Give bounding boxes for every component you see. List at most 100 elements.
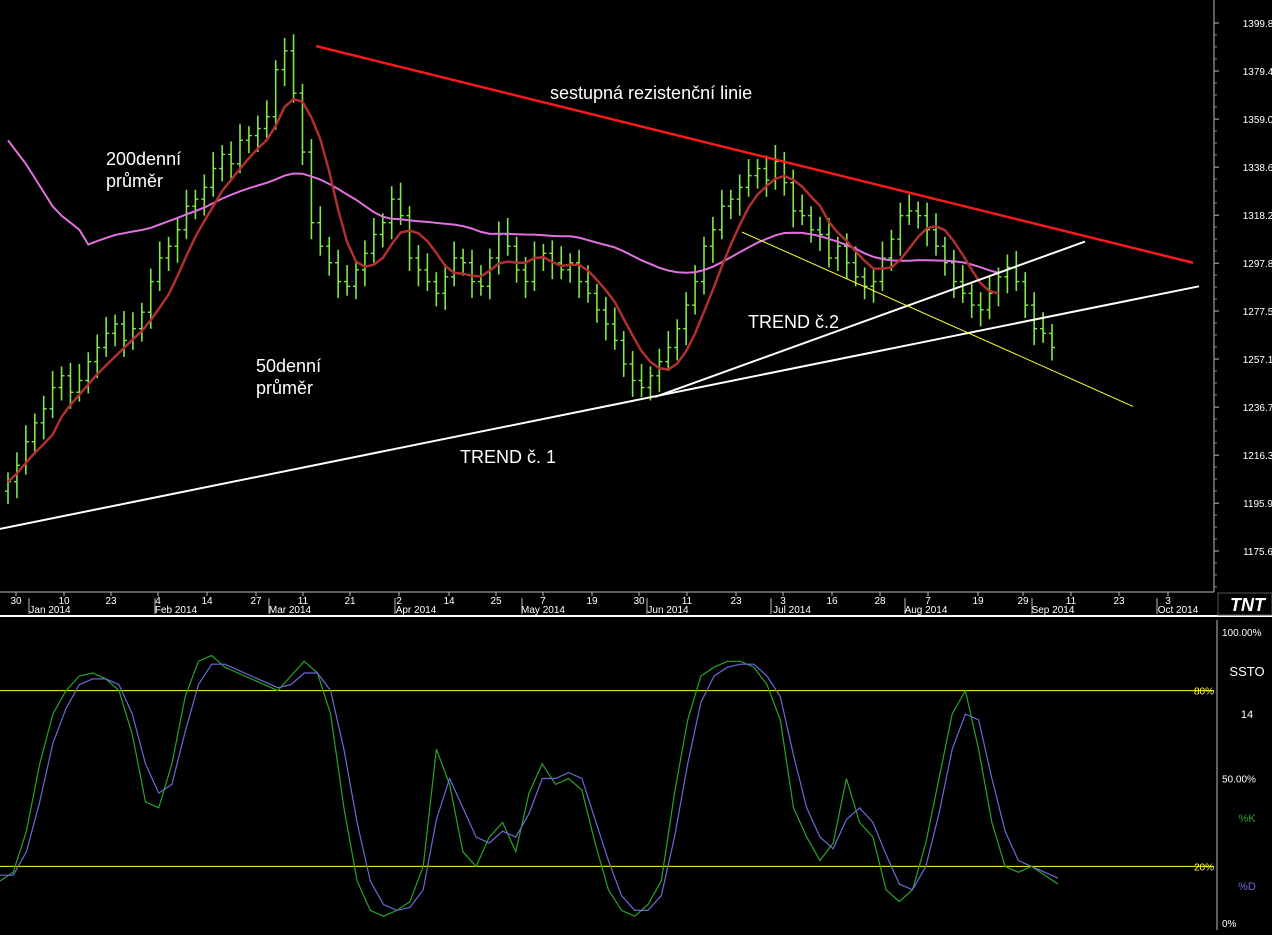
ohlc-bar [727, 189, 734, 220]
ohlc-bar [281, 37, 288, 87]
ohlc-bar [67, 362, 74, 409]
price-tick-label: 1359.0 [1243, 115, 1272, 126]
ohlc-bar [665, 331, 672, 372]
ohlc-bar [477, 265, 484, 296]
stoch-axis-label: 20% [1194, 862, 1214, 873]
stoch-axis-label: 0% [1222, 919, 1237, 930]
ohlc-bar [112, 314, 119, 347]
ohlc-bar [361, 240, 368, 287]
price-tick-label: 1318.2 [1243, 211, 1272, 222]
ma50-line [7, 97, 999, 483]
ohlc-bar [58, 366, 65, 401]
ohlc-bar [888, 229, 895, 271]
stochastic-name: SSTO [1229, 664, 1264, 679]
ma200-label-line2: průměr [106, 171, 163, 191]
month-label: Jul 2014 [773, 605, 811, 616]
ohlc-bar [745, 159, 752, 197]
ohlc-bar [31, 413, 38, 455]
ohlc-bar [335, 249, 342, 299]
ohlc-bar [513, 236, 520, 283]
price-tick-label: 1379.4 [1243, 67, 1272, 78]
ohlc-bar [138, 302, 145, 342]
day-tick-label: 29 [1017, 596, 1029, 607]
month-label: Aug 2014 [905, 605, 948, 616]
day-tick-label: 11 [1066, 596, 1077, 607]
day-tick-label: 19 [586, 596, 598, 607]
ohlc-bar [1004, 254, 1011, 294]
trend1-line [0, 285, 1200, 530]
ohlc-bar [228, 141, 235, 181]
ohlc-bar [469, 249, 475, 299]
ohlc-bar [103, 316, 110, 357]
day-tick-label: 27 [250, 596, 262, 607]
time-axis-bg [0, 592, 1214, 616]
month-label: Jun 2014 [647, 605, 689, 616]
ohlc-bar [611, 307, 618, 350]
ohlc-bar [701, 236, 707, 295]
ohlc-bar [451, 241, 458, 287]
month-label: Apr 2014 [396, 605, 437, 616]
ohlc-bar [647, 366, 654, 401]
ohlc-bar [85, 352, 92, 394]
day-tick-label: 14 [443, 596, 455, 607]
ma200-line [7, 139, 999, 274]
ohlc-bar [272, 60, 279, 130]
day-tick-label: 30 [633, 596, 645, 607]
day-tick-label: 4 [155, 596, 161, 607]
ohlc-bar [674, 319, 681, 361]
resistance-line [315, 44, 1194, 264]
ohlc-bar [933, 213, 939, 256]
stoch-k-line [0, 654, 1059, 917]
price-tick-label: 1216.3 [1243, 451, 1272, 462]
day-tick-label: 14 [201, 596, 213, 607]
trend1-label: TREND č. 1 [460, 447, 556, 467]
ohlc-bar [388, 186, 395, 240]
ohlc-bar [370, 217, 377, 263]
price-tick-label: 1257.1 [1243, 355, 1272, 366]
resistance-label: sestupná rezistenční linie [550, 83, 752, 103]
ohlc-bar [263, 100, 270, 138]
ohlc-bar [156, 241, 163, 292]
ohlc-bar [192, 189, 199, 220]
price-tick-label: 1236.7 [1243, 403, 1272, 414]
ohlc-bar [49, 371, 56, 419]
price-tick-label: 1195.9 [1243, 499, 1272, 510]
ohlc-bar [317, 206, 324, 256]
ma50-label-line2: průměr [256, 378, 313, 398]
ohlc-bar [870, 268, 877, 303]
month-label: Feb 2014 [155, 605, 198, 616]
ohlc-bar [415, 245, 422, 287]
day-tick-label: 11 [682, 596, 693, 607]
ohlc-bar [576, 249, 583, 299]
ohlc-bar [460, 248, 467, 276]
ohlc-bar [629, 351, 636, 397]
price-tick-label: 1338.6 [1243, 163, 1272, 174]
price-axis: 1399.8 1379.4 1359.0 1338.6 1318.2 1297.8 1277… [1213, 0, 1272, 592]
ohlc-bar [656, 348, 663, 393]
ohlc-bar [174, 216, 181, 263]
day-tick-label: 7 [925, 596, 931, 607]
ohlc-bar [620, 331, 627, 377]
ohlc-bar [326, 236, 333, 276]
ohlc-bar [40, 395, 47, 440]
month-label: Oct 2014 [1158, 605, 1199, 616]
ohlc-bar [165, 236, 172, 271]
ohlc-bar [593, 283, 600, 323]
ohlc-bar [290, 34, 297, 103]
day-tick-label: 23 [730, 596, 742, 607]
stochastic-lines [0, 654, 1059, 917]
day-tick-label: 19 [972, 596, 984, 607]
day-tick-label: 7 [540, 596, 546, 607]
ohlc-bar [344, 265, 351, 296]
price-tick-label: 1277.5 [1243, 307, 1272, 318]
ohlc-bar [94, 334, 101, 379]
ohlc-bar [558, 246, 565, 280]
ohlc-bar [486, 248, 493, 300]
stochastic-period: 14 [1241, 709, 1253, 721]
ohlc-bar [915, 201, 922, 229]
price-tick-label: 1399.8 [1243, 19, 1272, 30]
day-tick-label: 30 [10, 596, 22, 607]
stoch-axis-label: 50.00% [1222, 775, 1256, 786]
ohlc-bar [879, 241, 886, 292]
